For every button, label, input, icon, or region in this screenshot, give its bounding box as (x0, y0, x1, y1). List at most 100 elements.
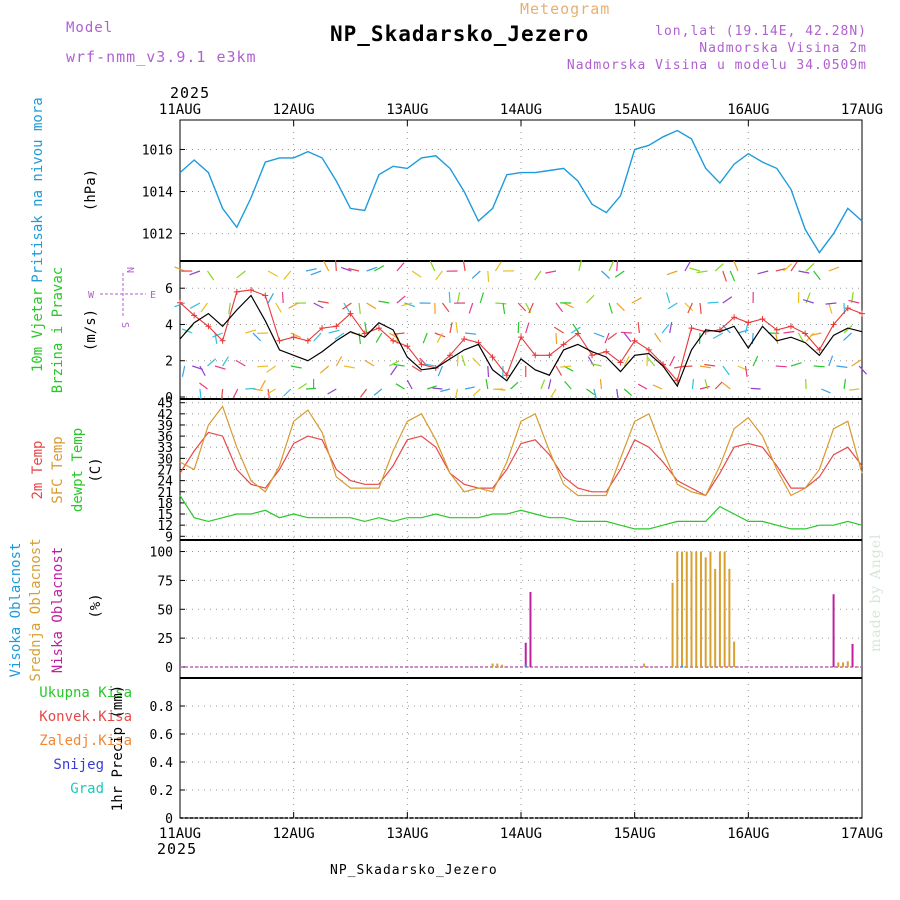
y-tick-label: 75 (157, 574, 173, 589)
gust-marker (319, 325, 326, 332)
wind-arrow-icon (200, 302, 208, 313)
wind-arrow-icon (752, 355, 759, 367)
wind-arrow-icon (805, 263, 815, 272)
y-tick-label: 4 (165, 318, 173, 333)
wind-arrow-icon (435, 270, 443, 281)
wind-arrow-icon (373, 265, 385, 272)
wind-arrow-icon (310, 270, 322, 276)
wind-arrow-icon (390, 365, 398, 376)
y-tick-label: 100 (150, 546, 173, 561)
wind-arrow-icon (684, 302, 694, 312)
wind-arrow-icon (232, 388, 239, 399)
wind-arrow-icon (298, 382, 308, 390)
year-bottom: 2025 (157, 840, 198, 858)
gust-marker (347, 310, 354, 317)
wind-arrow-icon (547, 379, 552, 390)
precip-legend-entry: Zaledj.Kisa (39, 733, 132, 749)
wind-arrow-icon (343, 365, 355, 369)
wind-arrow-icon (843, 379, 847, 390)
wind-arrow-icon (687, 302, 693, 314)
wind-arrow-icon (699, 385, 710, 390)
wind-arrow-icon (616, 302, 625, 312)
wind-arrow-icon (343, 302, 351, 313)
y-tick-label: 0 (165, 812, 173, 827)
gust-marker (248, 287, 255, 294)
wind-arrow-icon (305, 268, 317, 272)
wind-arrow-icon (348, 267, 360, 272)
wind-arrow-icon (441, 302, 450, 313)
gust-marker (816, 346, 823, 353)
wind-arrow-icon (593, 388, 597, 399)
wind-arrow-icon (783, 263, 793, 272)
wind-arrow-icon (432, 387, 443, 390)
y-tick-label: 50 (157, 603, 173, 618)
wind-arrow-icon (704, 363, 716, 367)
wind-arrow-icon (373, 388, 383, 396)
wind-arrow-icon (599, 379, 603, 390)
wind-arrow-icon (174, 266, 185, 272)
wind-arrow-icon (654, 332, 662, 343)
gust-marker (262, 292, 269, 299)
wind-arrow-icon (828, 266, 840, 272)
precip-legend-entry: Grad (70, 781, 104, 797)
wind-arrow-icon (267, 388, 270, 399)
wind-arrow-icon (434, 332, 446, 338)
wind-arrow-icon (623, 388, 633, 397)
compass-east: E (150, 290, 156, 301)
gust-marker (802, 330, 809, 337)
wind-arrow-icon (510, 381, 519, 390)
y-tick-label: 0.4 (150, 756, 174, 771)
wind-arrow-icon (590, 363, 602, 367)
wind-arrow-icon (290, 365, 302, 369)
wind-arrow-icon (358, 302, 361, 314)
gust-marker (205, 323, 212, 330)
y-tick-label: 25 (157, 632, 173, 647)
wind-arrow-icon (335, 259, 337, 272)
wind-arrow-icon (699, 365, 711, 369)
wind-arrow-icon (707, 301, 719, 304)
y-tick-label: 39 (157, 419, 173, 434)
wind-arrow-icon (323, 260, 330, 272)
time-label-bottom: 12AUG (273, 826, 315, 842)
wind-arrow-icon (563, 302, 574, 309)
wind-arrow-icon (366, 266, 378, 272)
wind-arrow-icon (555, 302, 564, 313)
y-tick-label: 0 (165, 391, 173, 406)
wind-arrow-icon (783, 330, 795, 334)
wind-arrow-icon (666, 292, 671, 304)
wind-arrow-icon (722, 365, 730, 376)
gust-marker (532, 352, 539, 359)
wind-arrow-icon (461, 355, 466, 367)
y-tick-label: 30 (157, 452, 173, 467)
wind-arrow-icon (813, 365, 825, 368)
wind-arrow-icon (364, 322, 368, 334)
wind-arrow-icon (631, 297, 642, 304)
wind-arrow-icon (828, 302, 833, 314)
wind-arrow-icon (305, 387, 317, 390)
gust-markers (177, 287, 865, 384)
wind-arrow-icon (214, 332, 218, 344)
wind-arrow-icon (775, 332, 779, 344)
wind-arrow-icon (207, 270, 215, 281)
gust-marker (390, 337, 397, 344)
wind-arrow-icon (586, 388, 595, 396)
wind-arrow-icon (570, 326, 581, 334)
wind-arrow-icon (495, 302, 507, 305)
wind-arrow-icon (395, 383, 405, 390)
y-tick-label: 0.8 (150, 700, 173, 715)
wind-arrow-icon (810, 332, 822, 336)
wind-arrow-icon (360, 388, 368, 398)
wind-arrow-icon (652, 384, 663, 390)
gust-marker (759, 316, 766, 323)
elevation-label: Nadmorska Visina 2m (699, 41, 867, 56)
temp-title-2m: 2m Temp (30, 440, 46, 499)
wind-arrow-icon (669, 355, 676, 367)
wind-arrow-icon (462, 260, 466, 272)
wind-arrow-icon (393, 363, 405, 367)
model-label: Model (66, 20, 114, 36)
wind-arrow-icon (528, 302, 534, 314)
wind-arrow-icon (252, 332, 262, 342)
wind-arrow-icon (722, 270, 727, 282)
meteogram-label: Meteogram (520, 0, 611, 18)
gust-marker (645, 346, 652, 353)
